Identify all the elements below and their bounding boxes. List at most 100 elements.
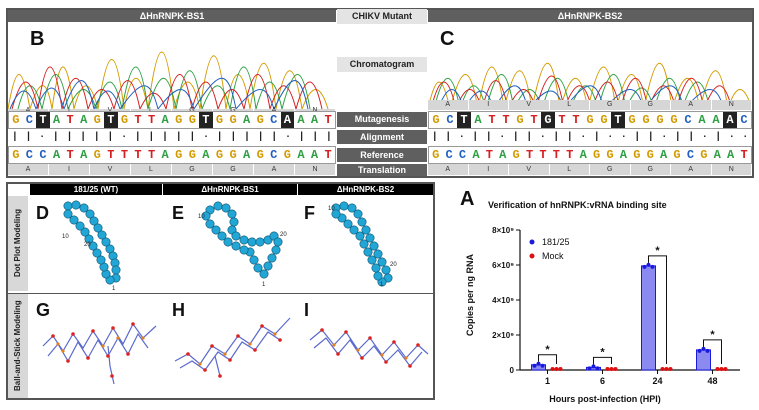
alignment-mark: | [243, 132, 250, 143]
nucleotide-node [347, 203, 357, 213]
alignment-mark: | [312, 132, 319, 143]
amino-acid: V [90, 164, 131, 175]
dot-plot-index-label: 20 [280, 232, 287, 238]
data-point-mock [609, 367, 614, 371]
amino-acid: A [428, 164, 469, 175]
nucleotide-node [377, 257, 387, 267]
significance-star: * [600, 346, 605, 358]
alignment-mark: · [728, 132, 735, 143]
nucleotide: T [104, 112, 118, 128]
nucleotide: T [485, 148, 493, 162]
nucleotide: A [52, 113, 61, 127]
nucleotide: C [740, 113, 748, 127]
panel-b-letter: B [30, 28, 45, 50]
panel-c-letter: C [440, 28, 455, 50]
nucleotide: G [175, 113, 183, 127]
data-point-181-25 [697, 348, 702, 353]
data-point-mock [605, 367, 610, 371]
data-point-mock [660, 367, 665, 371]
nucleotide-node [343, 219, 353, 229]
bar-chart: 0 2×10⁹ 4×10⁹ 6×10⁹ 8×10⁹ * 1 * 6 * 24 * 48 181/25 Moc… [492, 226, 740, 386]
data-point-181-25 [532, 363, 537, 368]
alignment-mark: | [230, 132, 237, 143]
nucleotide-node [84, 234, 94, 244]
significance-bracket [703, 339, 722, 364]
amino-acid: G [213, 107, 254, 114]
nucleotide-node [339, 201, 349, 211]
data-point-mock [715, 367, 720, 371]
y-tick-label: 4×10⁹ [492, 296, 514, 305]
amino-acid: L [131, 164, 172, 175]
nucleotide: C [25, 148, 33, 162]
legend-label-mock: Mock [542, 251, 564, 261]
amino-acid: N [295, 164, 336, 175]
nucleotide: A [713, 148, 721, 162]
amino-acid: A [254, 107, 295, 114]
nucleotide: G [93, 113, 101, 127]
nucleotide-node [249, 255, 259, 265]
amino-acid: I [468, 100, 509, 110]
nucleotide-node [371, 263, 381, 273]
nucleotide-node [229, 217, 239, 227]
amino-acid: V [509, 164, 550, 175]
nucleotide: C [270, 113, 278, 127]
nucleotide: A [472, 148, 480, 162]
alignment-mark: | [674, 132, 681, 143]
panel-f-letter: F [304, 203, 315, 223]
nucleotide: T [566, 148, 574, 162]
nucleotide: T [107, 148, 115, 162]
nucleotide-node [80, 227, 90, 237]
x-tick-label: 24 [652, 376, 662, 386]
data-point-181-25 [705, 348, 710, 353]
nucleotide: A [698, 113, 706, 127]
amino-acid: L [549, 100, 590, 110]
right-chromatogram [428, 62, 752, 109]
alignment-mark: | [472, 132, 479, 143]
nucleotide: T [147, 148, 156, 162]
x-tick-label: 48 [707, 376, 717, 386]
nucleotide: G [12, 148, 20, 162]
ball-stick-bs2 [309, 328, 429, 368]
data-point-181-25 [595, 366, 600, 371]
significance-star: * [545, 344, 550, 356]
nucleotide: A [80, 148, 88, 162]
nucleotide: G [633, 148, 641, 162]
alignment-mark: | [431, 132, 438, 143]
nucleotide-node [201, 211, 211, 221]
left-chromatogram [8, 51, 329, 109]
alignment-mark: · [580, 132, 587, 143]
nucleotide-node [221, 203, 231, 213]
reference-label: Reference [337, 148, 427, 162]
data-point-181-25 [587, 366, 592, 371]
legend-marker-mock [529, 253, 535, 259]
nucleotide: A [619, 148, 627, 162]
nucleotide: A [297, 113, 305, 127]
alignment-mark: · [458, 132, 465, 143]
dot-plot-index-label: 1 [262, 282, 266, 288]
nucleotide: T [740, 148, 748, 162]
alignment-mark: · [661, 132, 668, 143]
panel-i-letter: I [304, 300, 310, 320]
amino-acid: A [8, 107, 49, 114]
nucleotide: G [229, 148, 237, 162]
nucleotide-node [239, 245, 249, 255]
nucleotide-node [85, 209, 95, 219]
nucleotide: G [188, 148, 196, 162]
nucleotide: G [670, 113, 678, 127]
amino-acid: A [428, 100, 469, 110]
nucleotide: A [280, 112, 295, 128]
y-tick-label: 8×10⁹ [492, 226, 514, 235]
alignment-label: Alignment [337, 130, 427, 144]
nucleotide: C [446, 113, 454, 127]
nucleotide: T [488, 113, 496, 127]
significance-bracket [648, 255, 667, 364]
nucleotide: G [432, 113, 440, 127]
ball-stick-bs1 [174, 317, 291, 378]
nucleotide-node [369, 241, 379, 251]
nucleotide: A [243, 113, 251, 127]
nucleotide-node [211, 225, 221, 235]
nucleotide-node [63, 201, 73, 211]
